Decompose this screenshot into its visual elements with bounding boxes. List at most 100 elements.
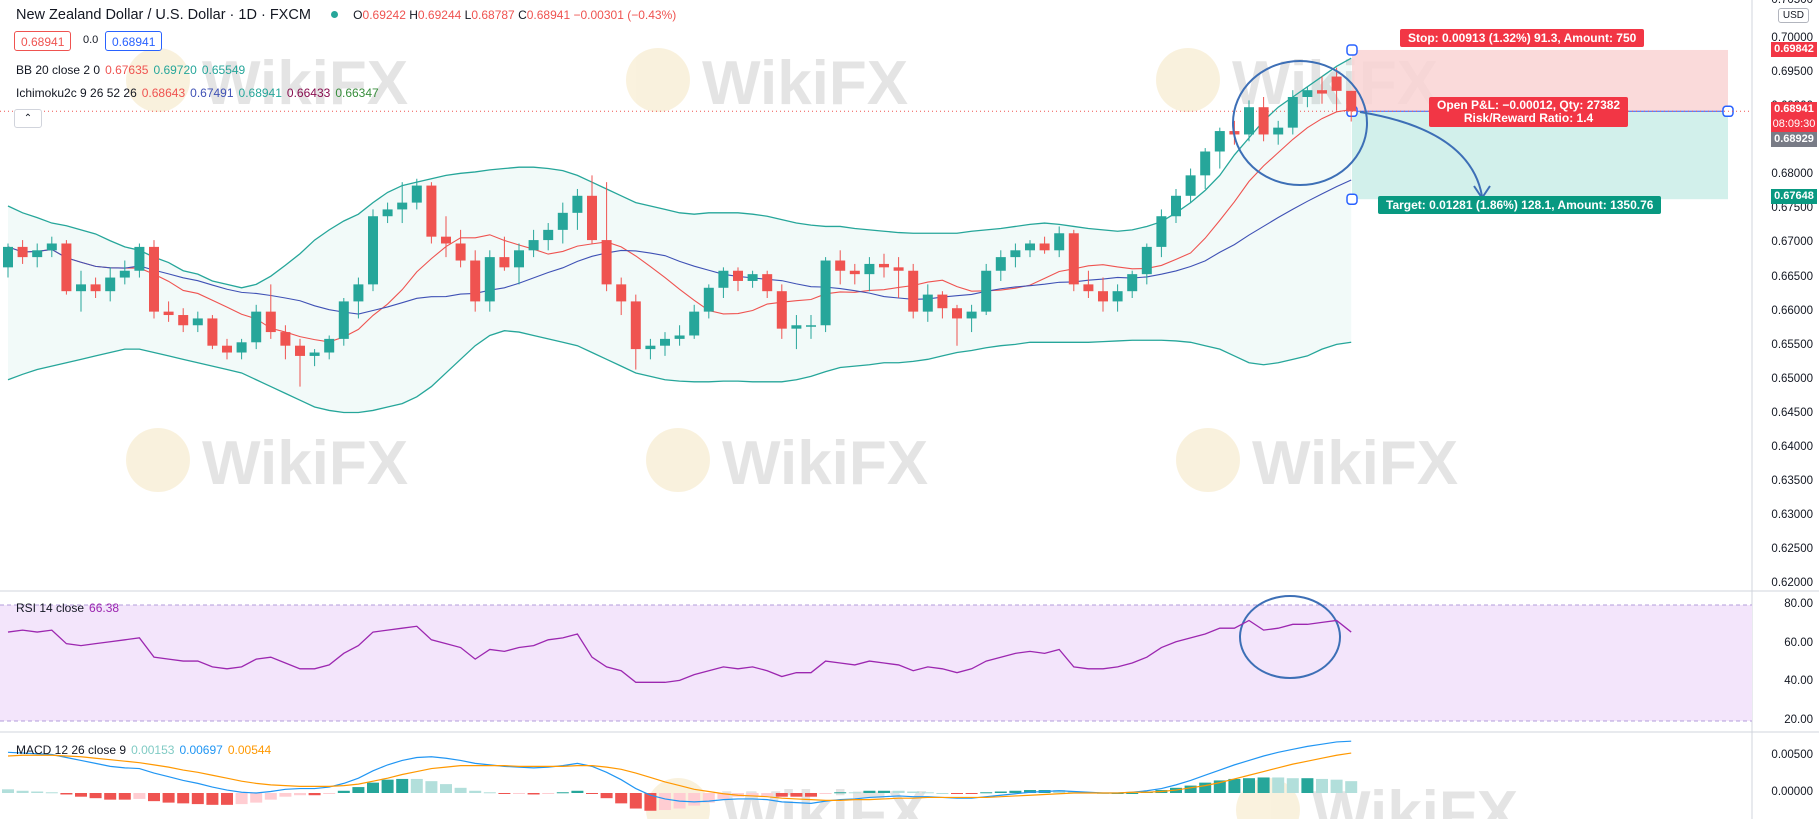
candle-body	[1346, 90, 1357, 112]
candle-body	[1331, 76, 1342, 91]
candle-body	[484, 257, 495, 302]
candle-body	[222, 345, 232, 353]
macd-histogram-bar	[454, 787, 467, 793]
candle-body	[192, 318, 203, 326]
candle	[557, 202, 568, 244]
rsi-legend[interactable]: RSI 14 close 66.38	[16, 601, 120, 615]
candle	[1141, 243, 1152, 285]
candle	[207, 315, 218, 350]
candle	[835, 250, 846, 285]
candle-body	[762, 274, 773, 292]
candle	[17, 240, 28, 264]
candle	[1010, 243, 1021, 268]
candle	[674, 325, 685, 346]
candle-body	[76, 284, 86, 292]
chevron-up-icon: ⌃	[23, 113, 33, 124]
candle	[1171, 188, 1181, 224]
macd-legend[interactable]: MACD 12 26 close 9 0.00153 0.00697 0.00544	[16, 743, 272, 757]
macd-histogram-bar	[790, 793, 803, 797]
stop-loss-label[interactable]: Stop: 0.00913 (1.32%) 91.3, Amount: 750	[1400, 29, 1645, 47]
candle-body	[557, 212, 568, 230]
candle-body	[1287, 96, 1298, 128]
candle-body	[1141, 246, 1152, 275]
candle	[1025, 240, 1035, 258]
candle-body	[1171, 195, 1181, 217]
rsi-band	[0, 605, 1752, 721]
watermark-icon	[126, 428, 190, 492]
candle	[791, 315, 802, 350]
macd-histogram-bar	[513, 793, 525, 794]
collapse-legend-button[interactable]: ⌃	[14, 109, 42, 128]
macd-histogram-bar	[425, 781, 438, 793]
macd-histogram-bar	[118, 793, 131, 800]
annotation-circle	[1239, 595, 1341, 679]
candle	[265, 284, 276, 339]
watermark-logo: WikiFX	[1176, 428, 1458, 498]
candle-body	[791, 325, 802, 329]
candle	[820, 257, 831, 333]
price-tick-label: 0.68000	[1771, 168, 1813, 181]
candle	[1317, 76, 1327, 104]
macd-tick-label: 0.00000	[1771, 786, 1813, 798]
take-profit-label[interactable]: Target: 0.01281 (1.86%) 128.1, Amount: 1…	[1378, 196, 1662, 214]
bar-countdown-label: 08:09:30	[1771, 117, 1817, 132]
candle-body	[1317, 90, 1327, 94]
candle-body	[864, 263, 875, 275]
price-tick-label: 0.66500	[1771, 270, 1813, 283]
macd-histogram-bar	[323, 793, 336, 794]
bollinger-lower-line	[7, 330, 1352, 414]
macd-histogram-bar	[264, 793, 277, 800]
price-tick-label: 0.69500	[1771, 66, 1813, 79]
candle-body	[660, 338, 670, 346]
candle-body	[718, 270, 729, 288]
bb-legend[interactable]: BB 20 close 2 0 0.67635 0.69720 0.65549	[16, 63, 246, 77]
macd-histogram-bar	[1009, 790, 1022, 793]
rsi-tick-label: 80.00	[1784, 598, 1813, 610]
macd-histogram-bar	[16, 790, 29, 793]
macd-histogram-bar	[600, 793, 613, 799]
macd-histogram-bar	[775, 793, 788, 797]
candle-body	[1156, 216, 1167, 247]
candle	[922, 284, 933, 322]
watermark-logo: WikiFX	[646, 428, 928, 498]
candle	[981, 263, 992, 316]
buy-button[interactable]: 0.68941	[105, 31, 163, 51]
candle-body	[119, 270, 130, 278]
macd-histogram-bar	[352, 787, 365, 793]
macd-histogram-bar	[848, 792, 861, 794]
candle	[484, 250, 495, 312]
candle-body	[499, 257, 510, 268]
candle-body	[1054, 233, 1065, 251]
candle	[1302, 86, 1313, 108]
open-pnl-label[interactable]: Open P&L: −0.00012, Qty: 27382 Risk/Rewar…	[1429, 97, 1629, 127]
symbol-title[interactable]: New Zealand Dollar / U.S. Dollar · 1D · …	[16, 7, 311, 23]
sell-button[interactable]: 0.68941	[14, 31, 72, 51]
candle	[76, 270, 86, 312]
macd-histogram-bar	[615, 793, 628, 804]
candle-body	[353, 284, 364, 302]
candle	[1098, 277, 1108, 312]
candle	[368, 209, 378, 292]
candle	[776, 284, 787, 339]
candle-body	[324, 338, 335, 353]
macd-histogram-bar	[819, 793, 832, 794]
macd-histogram-bar	[892, 790, 905, 793]
candle	[1083, 270, 1094, 298]
watermark-text: WikiFX	[1312, 779, 1518, 819]
candle	[703, 284, 714, 319]
candle	[178, 308, 189, 333]
currency-badge[interactable]: USD	[1777, 8, 1809, 23]
candle-body	[163, 311, 174, 316]
candle-body	[1098, 291, 1108, 302]
candle-body	[149, 246, 159, 312]
ichimoku-legend[interactable]: Ichimoku2c 9 26 52 26 0.68643 0.67491 0.689…	[16, 86, 379, 100]
candle-body	[90, 284, 101, 292]
candle-body	[411, 185, 422, 203]
candle-body	[3, 246, 13, 268]
candle-body	[134, 246, 145, 271]
candle-body	[879, 263, 889, 268]
price-tick-label: 0.65000	[1771, 372, 1813, 385]
candle-body	[528, 240, 539, 251]
macd-histogram-bar	[1024, 790, 1036, 793]
